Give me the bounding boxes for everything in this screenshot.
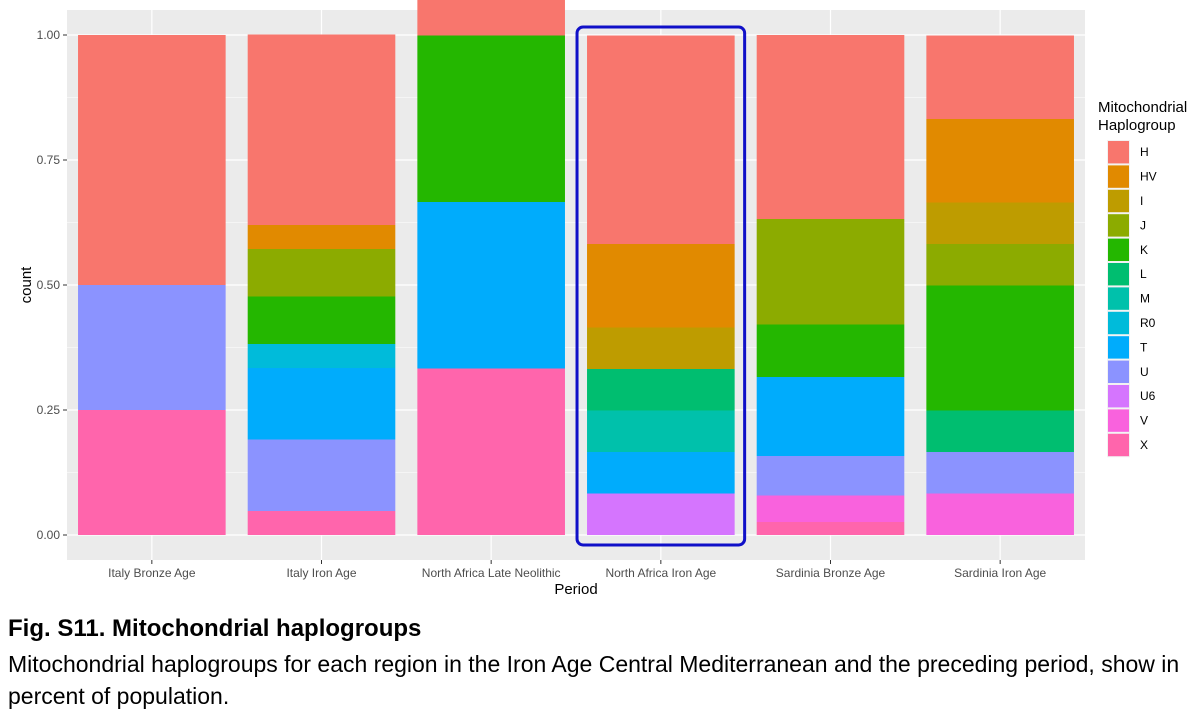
x-tick-label: Italy Bronze Age (108, 566, 196, 580)
x-tick-label: North Africa Late Neolithic (422, 566, 561, 580)
bar-segment-x (78, 410, 226, 535)
axes: 0.00 0.25 0.50 0.75 1.00 Italy Bronze Age Ital… (37, 28, 1047, 580)
bar-segment-t (756, 377, 905, 456)
figure-caption-title: Fig. S11. Mitochondrial haplogroups (8, 615, 422, 642)
bar-segment-hv (926, 119, 1074, 203)
bar-segment-h (926, 35, 1074, 119)
legend-swatch (1108, 409, 1129, 432)
bar-segment-hv (587, 244, 735, 328)
bar-segment-l (926, 410, 1074, 452)
stacked-bar-chart: 0.00 0.25 0.50 0.75 1.00 Italy Bronze Age Ital… (18, 0, 1187, 598)
bar-segment-h (247, 34, 396, 225)
x-axis-title: Period (554, 581, 597, 598)
legend-swatch (1108, 287, 1129, 310)
bar-segment-hv (247, 225, 396, 249)
bar-segment-v (926, 493, 1074, 535)
bar-segment-x (417, 368, 565, 535)
bar-segment-v (756, 495, 905, 522)
bar-segment-k (756, 324, 905, 377)
x-tick-label: Sardinia Iron Age (954, 566, 1046, 580)
legend-title: Mitochondrial (1098, 99, 1187, 116)
bar-segment-h (587, 35, 735, 244)
bar-segment-u (247, 439, 396, 511)
bar-segment-j (247, 249, 396, 297)
bar-segment-u6 (587, 493, 735, 535)
bar-segment-j (756, 219, 905, 325)
legend-label: K (1140, 243, 1148, 257)
y-tick-label: 0.75 (37, 153, 61, 167)
bar-segment-k (417, 35, 565, 202)
highlight-box (575, 25, 747, 547)
bar-segment-h (756, 35, 905, 219)
y-tick-label: 0.00 (37, 528, 61, 542)
bars (78, 0, 1074, 535)
bar-segment-i (926, 202, 1074, 244)
bar-segment-l (587, 369, 735, 411)
legend-swatch (1108, 189, 1129, 213)
bar-segment-h (417, 0, 565, 36)
legend-swatch (1108, 360, 1129, 383)
legend-label: U6 (1140, 389, 1156, 403)
legend-title: Haplogroup (1098, 117, 1176, 134)
legend-label: V (1140, 414, 1148, 428)
legend-swatch (1108, 433, 1129, 457)
highlight-layer (575, 25, 747, 547)
legend-label: M (1140, 292, 1150, 306)
y-axis-title: count (18, 266, 35, 304)
legend-label: I (1140, 194, 1143, 208)
legend-label: T (1140, 340, 1148, 354)
legend-swatch (1108, 336, 1129, 359)
bar-segment-i (587, 327, 735, 369)
legend-swatch (1108, 311, 1129, 335)
x-tick-label: North Africa Iron Age (605, 566, 716, 580)
x-tick-label: Sardinia Bronze Age (776, 566, 886, 580)
bar-segment-u (78, 285, 226, 410)
figure-caption-body: Mitochondrial haplogroups for each regio… (8, 651, 1180, 709)
bar-segment-u (756, 456, 905, 496)
bar-segment-x (756, 522, 905, 535)
legend-swatch (1108, 165, 1129, 188)
bar-segment-k (926, 285, 1074, 411)
bar-segment-m (587, 410, 735, 452)
legend-label: R0 (1140, 316, 1156, 330)
x-tick-label: Italy Iron Age (286, 566, 356, 580)
legend-label: HV (1140, 170, 1157, 184)
bar-segment-t (587, 452, 735, 494)
legend-label: X (1140, 438, 1148, 452)
bar-segment-t (247, 368, 396, 440)
y-tick-label: 0.50 (37, 278, 61, 292)
legend-label: L (1140, 267, 1147, 281)
bar-segment-x (247, 511, 396, 535)
bar-segment-k (247, 296, 396, 344)
bar-segment-t (417, 202, 565, 369)
bar-segment-u (926, 452, 1074, 494)
legend-swatch (1108, 385, 1129, 408)
legend-swatch (1108, 214, 1129, 237)
bar-segment-r0 (247, 344, 396, 368)
y-tick-label: 1.00 (37, 28, 61, 42)
legend-label: U (1140, 365, 1149, 379)
legend-swatch (1108, 141, 1129, 164)
legend-swatch (1108, 238, 1129, 261)
legend-label: H (1140, 145, 1149, 159)
bar-segment-j (926, 244, 1074, 286)
legend-label: J (1140, 218, 1146, 232)
y-tick-label: 0.25 (37, 403, 61, 417)
bar-segment-h (78, 35, 226, 285)
legend-swatch (1108, 263, 1129, 286)
